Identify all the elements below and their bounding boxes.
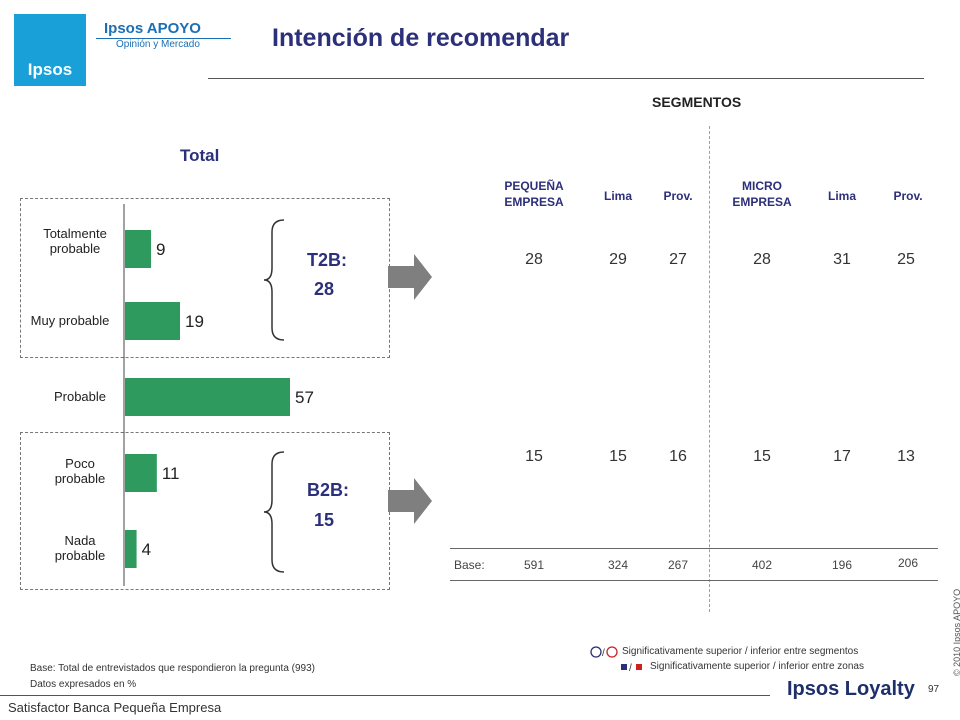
t2b-value: 28 — [314, 279, 335, 299]
segment-base-value: 267 — [667, 558, 689, 572]
footer-left-text: Satisfactor Banca Pequeña Empresa — [8, 700, 222, 715]
bars-group: 9 19 57 11 4 — [125, 230, 314, 568]
segments-title: SEGMENTOS — [652, 94, 742, 110]
bar — [125, 454, 157, 492]
b2b-label: B2B: — [307, 480, 350, 500]
category-label: Poco probable — [54, 456, 106, 486]
category-label: Nada probable — [54, 533, 106, 563]
segment-header: Prov. — [663, 189, 693, 203]
segment-b2b-value: 13 — [897, 448, 915, 465]
segment-t2b-value: 29 — [609, 251, 627, 268]
bar-chart: 9 19 57 11 4 — [123, 204, 314, 586]
legend-circles-text: Significativamente superior / inferior e… — [622, 646, 859, 657]
base-label: Base: — [454, 558, 485, 572]
footer-brand: Ipsos Loyalty — [787, 678, 915, 700]
segment-b2b-value: 15 — [525, 448, 543, 465]
segment-b2b-value: 15 — [753, 448, 771, 465]
svg-text:/: / — [602, 648, 605, 659]
arrow-right-icon — [388, 254, 432, 300]
segment-header: Prov. — [893, 189, 923, 203]
bar — [125, 530, 137, 568]
footer-rule — [0, 695, 770, 696]
data-note: Datos expresados en % — [30, 679, 137, 690]
legend-circles-icon: / — [590, 646, 618, 659]
segment-divider — [709, 126, 710, 612]
category-label: Probable — [53, 389, 107, 404]
segment-t2b-value: 28 — [525, 251, 543, 268]
bar — [125, 302, 180, 340]
t2b-label: T2B: — [307, 250, 347, 270]
svg-text:/: / — [629, 663, 632, 673]
bar-value-label: 19 — [185, 312, 204, 331]
bar — [125, 378, 290, 416]
bar-value-label: 11 — [162, 464, 180, 483]
title-divider — [208, 78, 924, 79]
base-row-bottom-rule — [450, 580, 938, 581]
brand-name: Ipsos APOYO — [104, 20, 201, 37]
segment-b2b-value: 17 — [833, 448, 851, 465]
bar-value-label: 9 — [156, 240, 165, 259]
base-note: Base: Total de entrevistados que respond… — [30, 663, 316, 674]
bar-value-label: 57 — [295, 388, 314, 407]
chart-title: Total — [180, 146, 220, 165]
segment-header: MICRO EMPRESA — [732, 179, 792, 209]
segment-t2b-value: 31 — [833, 251, 851, 268]
arrow-right-icon — [388, 478, 432, 524]
b2b-value: 15 — [314, 510, 335, 530]
segment-b2b-value: 15 — [609, 448, 627, 465]
segment-t2b-value: 25 — [897, 251, 915, 268]
segment-base-value: 402 — [751, 558, 773, 572]
segment-b2b-value: 16 — [669, 448, 687, 465]
page-title: Intención de recomendar — [272, 24, 570, 52]
base-row-top-rule — [450, 548, 938, 549]
brand-divider — [96, 38, 231, 39]
segment-t2b-value: 27 — [669, 251, 687, 268]
brand-subtitle: Opinión y Mercado — [116, 39, 200, 50]
t2b-brace — [263, 219, 285, 341]
logo-text: Ipsos — [27, 60, 73, 79]
legend-squares-icon: / — [621, 663, 642, 673]
page-number: 97 — [928, 684, 940, 695]
b2b-brace — [263, 451, 285, 573]
segment-header: PEQUEÑA EMPRESA — [504, 179, 564, 209]
bar-value-label: 4 — [142, 540, 151, 559]
segment-base-value: 196 — [831, 558, 853, 572]
segment-header: Lima — [827, 189, 856, 203]
segment-header: Lima — [603, 189, 632, 203]
segment-base-value: 591 — [523, 558, 545, 572]
copyright: © 2010 Ipsos APOYO — [952, 588, 960, 676]
segment-base-value: 324 — [607, 558, 629, 572]
category-label: Totalmente probable — [43, 226, 107, 256]
category-label: Muy probable — [30, 313, 110, 328]
segment-base-value: 206 — [897, 556, 919, 570]
bar — [125, 230, 152, 268]
segment-t2b-value: 28 — [753, 251, 771, 268]
ipsos-logo — [14, 14, 86, 86]
legend-squares-text: Significativamente superior / inferior e… — [650, 661, 864, 672]
